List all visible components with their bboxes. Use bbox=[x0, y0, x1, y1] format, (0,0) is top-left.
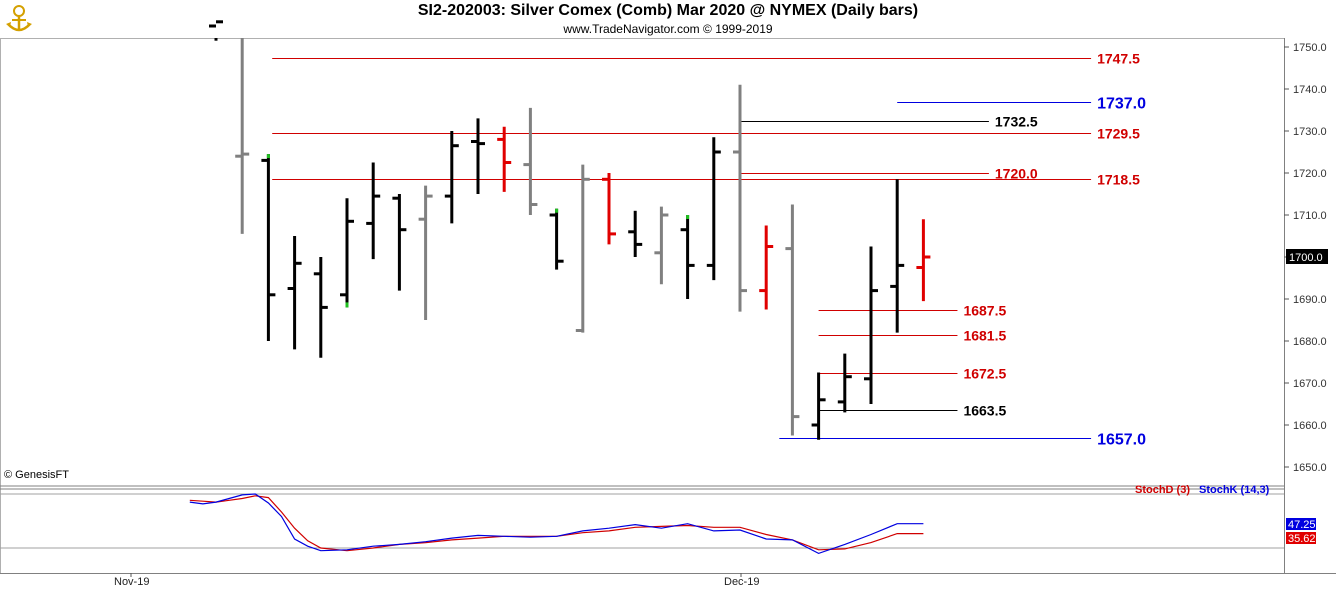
ohlc-bar bbox=[706, 137, 721, 281]
ohlc-bar bbox=[916, 219, 931, 302]
ohlc-bar bbox=[313, 257, 328, 358]
ohlc-bar bbox=[366, 162, 381, 260]
stoch-d-current-box bbox=[1286, 532, 1316, 544]
ohlc-bar bbox=[575, 164, 590, 333]
price-tick-label: 1730.0 bbox=[1293, 126, 1327, 138]
price-bars bbox=[209, 20, 931, 440]
ohlc-bar bbox=[628, 210, 643, 257]
level-label: 1737.0 bbox=[1097, 96, 1146, 113]
price-tick-label: 1650.0 bbox=[1293, 462, 1327, 474]
chart-subtitle: www.TradeNavigator.com © 1999-2019 bbox=[563, 22, 773, 36]
price-tick-label: 1710.0 bbox=[1293, 210, 1327, 222]
ohlc-bar bbox=[733, 84, 747, 312]
stoch-d-current: 35.62 bbox=[1288, 533, 1316, 545]
stoch-k-line bbox=[189, 493, 924, 555]
date-label: Dec-19 bbox=[724, 576, 759, 588]
price-tick-label: 1670.0 bbox=[1293, 378, 1327, 390]
ohlc-bar bbox=[602, 173, 616, 245]
level-label: 1729.5 bbox=[1097, 126, 1140, 142]
chart-title: SI2-202003: Silver Comex (Comb) Mar 2020… bbox=[417, 2, 919, 19]
level-label: 1672.5 bbox=[963, 366, 1006, 382]
level-label: 1720.0 bbox=[995, 166, 1038, 182]
level-label: 1718.5 bbox=[1097, 172, 1140, 188]
chart-frame bbox=[0, 38, 1336, 574]
ohlc-bar bbox=[654, 206, 669, 285]
price-axis: 1750.0 1740.0 1730.0 1720.0 1710.0 1700.0 1690… bbox=[1284, 42, 1328, 474]
level-label: 1681.5 bbox=[963, 328, 1006, 344]
date-axis: Nov-19 Dec-19 bbox=[114, 573, 759, 588]
ohlc-bar bbox=[497, 126, 512, 192]
data-copyright: © GenesisFT bbox=[4, 469, 69, 481]
stoch-k-legend: StochK (14,3) bbox=[1199, 484, 1270, 496]
stoch-k-current-box bbox=[1286, 518, 1316, 530]
ohlc-bar bbox=[549, 208, 564, 270]
ohlc-bar bbox=[261, 154, 276, 341]
stoch-k-current: 47.25 bbox=[1288, 519, 1316, 531]
level-label: 1687.5 bbox=[963, 303, 1006, 319]
date-label: Nov-19 bbox=[114, 576, 149, 588]
stoch-d-legend: StochD (3) bbox=[1135, 484, 1190, 496]
ohlc-bar bbox=[864, 246, 878, 404]
ohlc-bar bbox=[785, 204, 800, 436]
price-tick-label: 1660.0 bbox=[1293, 420, 1327, 432]
level-label: 1663.5 bbox=[963, 403, 1006, 419]
price-tick-label: 1680.0 bbox=[1293, 336, 1327, 348]
current-price-label: 1700.0 bbox=[1289, 252, 1323, 264]
current-price-box bbox=[1286, 249, 1328, 264]
ohlc-bar bbox=[471, 118, 485, 194]
price-tick-label: 1750.0 bbox=[1293, 42, 1327, 54]
price-levels: 1747.5 1737.0 1732.5 1729.5 1720.0 1718.5 1687… bbox=[272, 51, 1146, 449]
ohlc-bar bbox=[418, 185, 433, 320]
price-tick-label: 1690.0 bbox=[1293, 294, 1327, 306]
ohlc-bar bbox=[811, 372, 826, 440]
price-tick-label: 1740.0 bbox=[1293, 84, 1327, 96]
ohlc-bar bbox=[287, 236, 302, 350]
stochastic-panel: StochD (3) StochK (14,3) 47.25 35.62 bbox=[0, 484, 1316, 555]
ohlc-bar bbox=[890, 179, 905, 333]
tradenavigator-logo-icon bbox=[6, 5, 32, 32]
ohlc-bar bbox=[444, 131, 459, 224]
level-label: 1732.5 bbox=[995, 114, 1038, 130]
ohlc-bar bbox=[340, 198, 354, 308]
ohlc-bar bbox=[235, 38, 250, 234]
plot-border bbox=[0, 38, 1285, 574]
price-tick-label: 1720.0 bbox=[1293, 168, 1327, 180]
ohlc-bar bbox=[837, 353, 852, 413]
level-label: 1657.0 bbox=[1097, 432, 1146, 449]
ohlc-bar bbox=[680, 215, 695, 299]
stoch-d-line bbox=[189, 495, 924, 552]
ohlc-bar bbox=[759, 225, 774, 310]
ohlc-bar bbox=[392, 194, 407, 291]
level-label: 1747.5 bbox=[1097, 51, 1140, 67]
ohlc-bar bbox=[209, 20, 223, 41]
ohlc-bar bbox=[523, 107, 538, 215]
